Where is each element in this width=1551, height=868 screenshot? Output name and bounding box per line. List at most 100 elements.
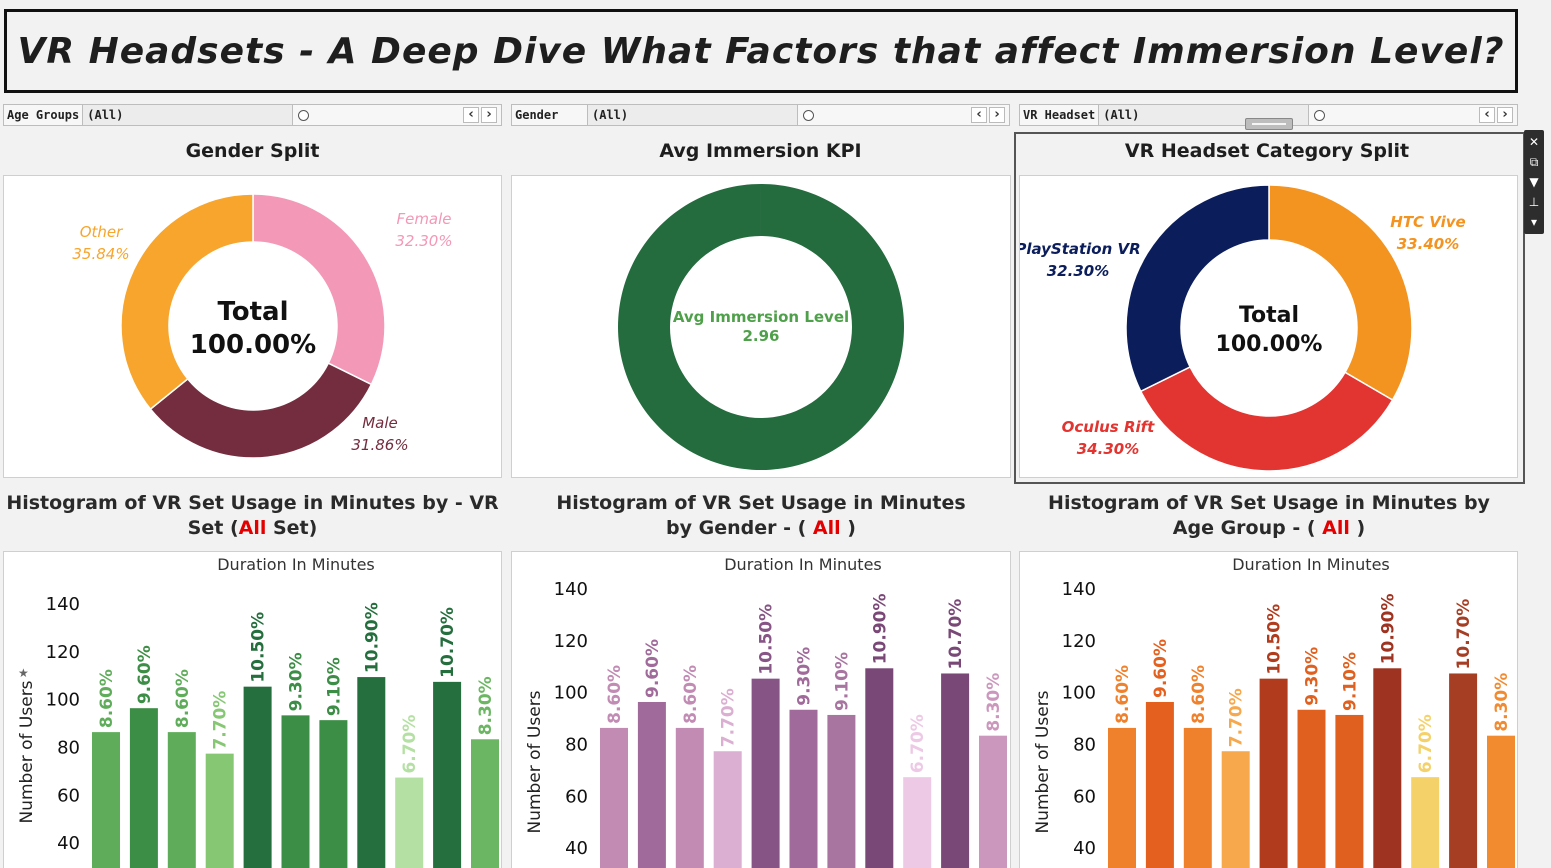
histogram-bar[interactable] xyxy=(205,753,234,868)
bar-data-label: 10.50% xyxy=(1265,604,1285,675)
histogram-bar[interactable] xyxy=(941,673,970,868)
histogram-bar[interactable] xyxy=(1183,727,1212,868)
popout-icon[interactable]: ⧉ xyxy=(1529,155,1539,169)
histogram-bar[interactable] xyxy=(433,681,462,868)
next-icon[interactable]: › xyxy=(481,107,497,123)
histogram-vr-chart[interactable]: Duration In Minutes Number of Users 40 60 80… xyxy=(4,552,501,868)
gender-split-panel[interactable]: Female 32.30% Male 31.86% Other 35.84% Total 10… xyxy=(3,175,502,478)
filter-icon[interactable]: ▼ xyxy=(1529,175,1539,189)
filter-slider[interactable] xyxy=(798,105,971,125)
filter-age-groups[interactable]: Age Groups (All) ‹ › xyxy=(3,104,502,126)
donut-slice-playstation-vr[interactable] xyxy=(1125,184,1270,393)
histogram-bar[interactable] xyxy=(979,735,1007,868)
histogram-bar[interactable] xyxy=(1449,673,1478,868)
histogram-age-chart[interactable]: Duration In Minutes Number of Users 40 60 80… xyxy=(1020,552,1517,868)
previous-icon[interactable]: ‹ xyxy=(463,107,479,123)
slider-knob-icon[interactable] xyxy=(803,110,814,121)
donut-slice-htc-vive[interactable] xyxy=(1268,184,1413,402)
donut-slice-other[interactable] xyxy=(120,193,254,411)
histogram-bar[interactable] xyxy=(1297,709,1326,868)
headset-donut-chart[interactable]: HTC Vive 33.40% Oculus Rift 34.30% PlayStati… xyxy=(1015,176,1517,477)
bar-data-label: 10.70% xyxy=(1454,599,1474,670)
bar-data-label: 10.50% xyxy=(757,604,777,675)
dashboard-title-box: VR Headsets - A Deep Dive What Factors t… xyxy=(4,9,1518,93)
next-icon[interactable]: › xyxy=(989,107,1005,123)
y-tick-label: 120 xyxy=(1062,631,1096,652)
histogram-bar[interactable] xyxy=(319,720,348,868)
histogram-gender-panel[interactable]: Duration In Minutes Number of Users 40 60 80… xyxy=(511,551,1011,868)
slider-knob-icon[interactable] xyxy=(298,110,310,121)
title-text: Histogram of VR Set Usage in Minutes by … xyxy=(556,492,966,539)
slider-knob-icon[interactable] xyxy=(1314,110,1326,121)
filter-value[interactable]: (All) xyxy=(588,105,798,125)
title-highlight: All xyxy=(1322,517,1350,539)
donut-ring[interactable] xyxy=(618,184,905,470)
histogram-bar[interactable] xyxy=(129,708,158,868)
bar-data-label: 8.30% xyxy=(984,673,1004,732)
filter-slider[interactable] xyxy=(293,105,463,125)
donut-slice-male[interactable] xyxy=(149,362,373,459)
histogram-age-panel[interactable]: Duration In Minutes Number of Users 40 60 80… xyxy=(1019,551,1518,868)
histogram-bar[interactable] xyxy=(789,709,818,868)
headset-split-panel[interactable]: HTC Vive 33.40% Oculus Rift 34.30% PlayStati… xyxy=(1015,175,1518,478)
histogram-bar[interactable] xyxy=(471,739,499,868)
avg-immersion-panel[interactable]: Avg Immersion Level 2.96 xyxy=(511,175,1011,478)
filter-gender[interactable]: Gender (All) ‹ › xyxy=(511,104,1010,126)
donut-slice-female[interactable] xyxy=(252,193,386,386)
y-tick-label: 40 xyxy=(57,833,80,854)
histogram-vr-panel[interactable]: Duration In Minutes Number of Users 40 60 80… xyxy=(3,551,502,868)
bar-data-label: 7.70% xyxy=(1227,688,1247,747)
histogram-bar[interactable] xyxy=(1259,678,1288,868)
histogram-bar[interactable] xyxy=(357,677,386,868)
histogram-bar[interactable] xyxy=(637,701,666,868)
bar-data-label: 9.10% xyxy=(1340,652,1360,711)
filter-label: Age Groups xyxy=(4,105,84,125)
move-handle-icon[interactable] xyxy=(1245,118,1293,130)
histogram-bar[interactable] xyxy=(827,714,856,868)
bar-data-label: 9.10% xyxy=(324,657,344,716)
y-tick-label: 120 xyxy=(554,631,588,652)
pin-icon[interactable]: ⊥ xyxy=(1528,195,1540,209)
filter-value[interactable]: (All) xyxy=(83,105,294,125)
bar-data-label: 10.90% xyxy=(1378,593,1398,664)
previous-icon[interactable]: ‹ xyxy=(971,107,987,123)
bar-data-label: 6.70% xyxy=(400,715,420,774)
histogram-bar[interactable] xyxy=(903,777,932,868)
zone-toolbar[interactable]: ✕ ⧉ ▼ ⊥ ▾ xyxy=(1524,130,1544,234)
histogram-bar[interactable] xyxy=(1145,701,1174,868)
histogram-bar[interactable] xyxy=(92,732,120,868)
next-icon[interactable]: › xyxy=(1497,107,1513,123)
histogram-bar[interactable] xyxy=(1487,735,1515,868)
gender-donut-chart[interactable]: Female 32.30% Male 31.86% Other 35.84% Total10… xyxy=(4,176,501,477)
histogram-bar[interactable] xyxy=(751,678,780,868)
histogram-bar[interactable] xyxy=(243,686,272,868)
histogram-bar[interactable] xyxy=(167,732,196,868)
histogram-bar[interactable] xyxy=(395,777,424,868)
slice-value-label: 32.30% xyxy=(1047,262,1109,280)
histogram-bar[interactable] xyxy=(713,751,742,868)
histogram-bar[interactable] xyxy=(600,727,628,868)
donut-center-value: 100.00% xyxy=(1216,332,1323,357)
title-highlight: All xyxy=(238,517,267,539)
histogram-bar[interactable] xyxy=(1221,751,1250,868)
histogram-bar[interactable] xyxy=(1335,714,1364,868)
histogram-bar[interactable] xyxy=(675,727,704,868)
histogram-gender-chart[interactable]: Duration In Minutes Number of Users 40 60 80… xyxy=(512,552,1010,868)
filter-vr-headset[interactable]: VR Headset (All) ‹ › xyxy=(1019,104,1518,126)
bar-data-label: 9.30% xyxy=(795,647,815,706)
filter-slider[interactable] xyxy=(1309,105,1479,125)
y-tick-label: 60 xyxy=(57,785,80,806)
close-icon[interactable]: ✕ xyxy=(1528,135,1540,149)
y-tick-label: 140 xyxy=(46,594,80,615)
histogram-bar[interactable] xyxy=(281,715,310,868)
histogram-bar[interactable] xyxy=(1411,777,1440,868)
histogram-bar[interactable] xyxy=(1373,668,1402,868)
donut-slice-oculus-rift[interactable] xyxy=(1139,365,1394,472)
previous-icon[interactable]: ‹ xyxy=(1479,107,1495,123)
histogram-bar[interactable] xyxy=(865,668,894,868)
dropdown-icon[interactable]: ▾ xyxy=(1530,215,1538,229)
bar-data-label: 8.30% xyxy=(1492,673,1512,732)
histogram-bar[interactable] xyxy=(1108,727,1136,868)
histogram-vr-title: Histogram of VR Set Usage in Minutes by … xyxy=(3,491,502,541)
